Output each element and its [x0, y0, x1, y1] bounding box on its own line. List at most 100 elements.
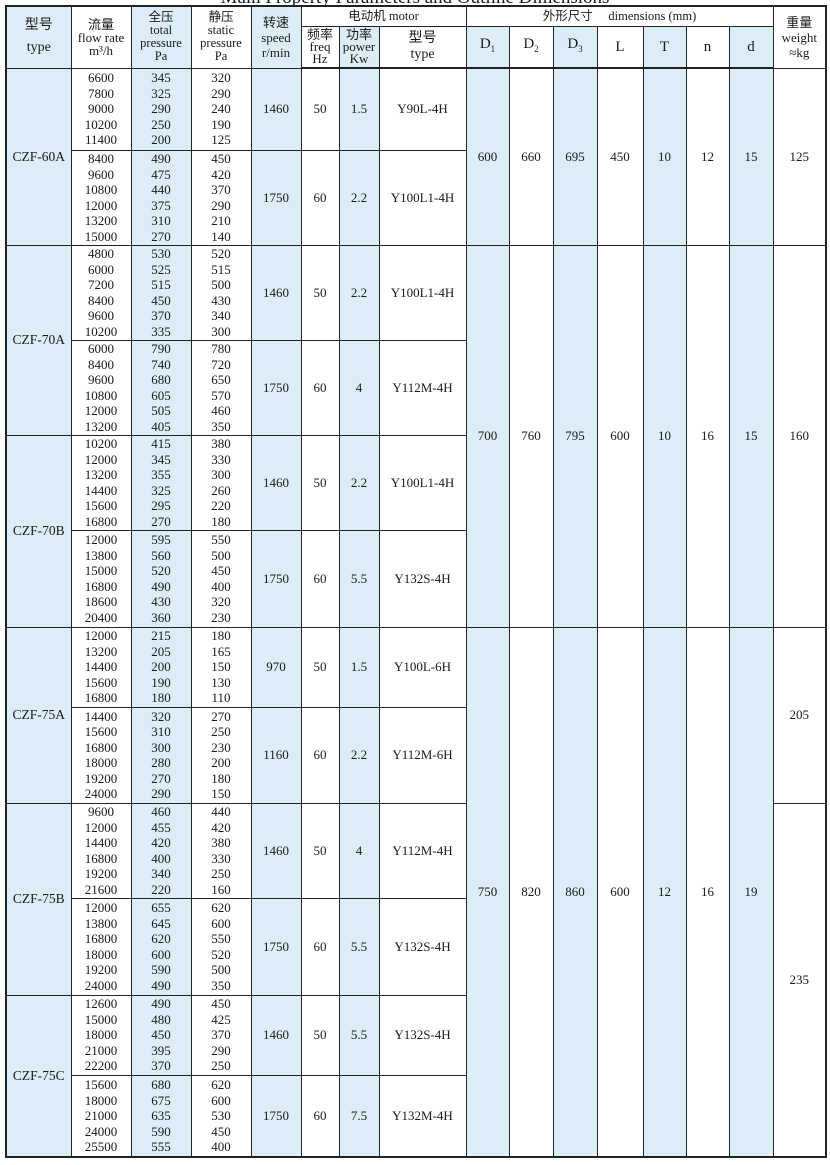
- flow-rate-cell: 6600 7800 9000 10200 11400: [70, 67, 132, 151]
- dimension-l-cell: 600: [596, 626, 644, 1158]
- header-flow-rate: 流量 flow rate m³/h: [70, 5, 132, 69]
- freq-cell: 60: [300, 529, 340, 628]
- table-row: 15600 18000 21000 24000 25500 680 675 635…: [6, 1074, 826, 1158]
- power-cell: 2.2: [338, 244, 380, 341]
- motor-type-cell: Y100L1-4H: [378, 244, 467, 341]
- power-cell: 1.5: [338, 67, 380, 151]
- power-cell: 5.5: [338, 994, 380, 1076]
- dimension-d3-cell: 695: [552, 67, 598, 246]
- dimension-d1-cell: 700: [465, 244, 510, 628]
- total-pressure-cell: 790 740 680 605 505 405: [130, 339, 192, 436]
- static-pressure-cell: 450 425 370 290 250: [190, 994, 252, 1076]
- freq-cell: 50: [300, 244, 340, 341]
- speed-cell: 1460: [250, 994, 302, 1076]
- motor-type-cell: Y100L1-4H: [378, 149, 467, 246]
- motor-type-cell: Y112M-4H: [378, 802, 467, 899]
- flow-rate-cell: 4800 6000 7200 8400 9600 10200: [70, 244, 132, 341]
- dimension-d-cell: 15: [728, 244, 774, 628]
- motor-type-cell: Y132S-4H: [378, 529, 467, 628]
- flow-rate-cell: 14400 15600 16800 18000 19200 24000: [70, 706, 132, 804]
- dimension-n-cell: 12: [685, 67, 730, 246]
- model-type-cell: CZF-75B: [5, 802, 72, 996]
- freq-cell: 60: [300, 149, 340, 246]
- header-motor-type: 型号 type: [378, 25, 467, 69]
- speed-cell: 1460: [250, 244, 302, 341]
- header-d3: D3: [552, 25, 598, 69]
- freq-cell: 50: [300, 434, 340, 531]
- flow-rate-cell: 12600 15000 18000 21000 22200: [70, 994, 132, 1076]
- dimension-n-cell: 16: [685, 626, 730, 1158]
- freq-cell: 50: [300, 994, 340, 1076]
- flow-rate-cell: 6000 8400 9600 10800 12000 13200: [70, 339, 132, 436]
- table-row: CZF-70B 10200 12000 13200 14400 15600 168…: [5, 434, 826, 628]
- flow-rate-cell: 9600 12000 14400 16800 19200 21600: [70, 802, 132, 899]
- table-body: CZF-60A 6600 7800 9000 10200 11400 345 325…: [5, 67, 827, 1158]
- header-d1: D1: [465, 25, 510, 69]
- table-row: 12000 13800 16800 18000 19200 24000 655 6…: [6, 897, 826, 996]
- flow-rate-cell: 12000 13200 14400 15600 16800: [70, 626, 132, 708]
- table-row: CZF-70A 4800 6000 7200 8400 9600 10200 530…: [5, 244, 827, 628]
- total-pressure-cell: 655 645 620 600 590 490: [130, 897, 192, 996]
- dimension-d2-cell: 820: [508, 626, 554, 1158]
- speed-cell: 1460: [250, 67, 302, 151]
- table-row: CZF-75C 12600 15000 18000 21000 22200 490 …: [5, 994, 826, 1158]
- speed-cell: 1750: [250, 1074, 302, 1158]
- power-cell: 7.5: [338, 1074, 380, 1158]
- header-weight: 重量 weight ≈kg: [772, 5, 827, 69]
- power-cell: 5.5: [338, 529, 380, 628]
- table-row: CZF-75A 12000 13200 14400 15600 16800 215 …: [5, 626, 827, 1158]
- header-n: n: [685, 25, 730, 69]
- header-power: 功率 power Kw: [338, 25, 380, 69]
- dimension-l-cell: 450: [596, 67, 644, 246]
- static-pressure-cell: 520 515 500 430 340 300: [190, 244, 252, 341]
- static-pressure-cell: 380 330 300 260 220 180: [190, 434, 252, 531]
- total-pressure-cell: 415 345 355 325 295 270: [130, 434, 192, 531]
- static-pressure-cell: 320 290 240 190 125: [190, 67, 252, 151]
- total-pressure-cell: 460 455 420 400 340 220: [130, 802, 192, 899]
- motor-type-cell: Y112M-4H: [378, 339, 467, 436]
- weight-cell: 235: [772, 802, 827, 1158]
- static-pressure-cell: 780 720 650 570 460 350: [190, 339, 252, 436]
- model-type-cell: CZF-75A: [5, 626, 72, 804]
- motor-type-cell: Y132S-4H: [378, 994, 467, 1076]
- model-type-cell: CZF-70B: [5, 434, 72, 628]
- motor-type-cell: Y112M-6H: [378, 706, 467, 804]
- speed-cell: 1460: [250, 434, 302, 531]
- parameters-table: 型号 type 流量 flow rate m³/h 全压 total press…: [5, 5, 828, 1158]
- header-l: L: [596, 25, 644, 69]
- speed-cell: 1750: [250, 897, 302, 996]
- dimension-d2-cell: 660: [508, 67, 554, 246]
- table-row: 14400 15600 16800 18000 19200 24000 320 3…: [6, 706, 826, 804]
- total-pressure-cell: 490 480 450 395 370: [130, 994, 192, 1076]
- freq-cell: 50: [300, 802, 340, 899]
- total-pressure-cell: 490 475 440 375 310 270: [130, 149, 192, 246]
- document-title: Main Property Parameters and Outline Dim…: [0, 0, 830, 8]
- dimension-t-cell: 12: [642, 626, 687, 1158]
- static-pressure-cell: 620 600 550 520 500 350: [190, 897, 252, 996]
- total-pressure-cell: 345 325 290 250 200: [130, 67, 192, 151]
- header-total-pressure: 全压 total pressure Pa: [130, 5, 192, 69]
- power-cell: 5.5: [338, 897, 380, 996]
- static-pressure-cell: 180 165 150 130 110: [190, 626, 252, 708]
- header-t: T: [642, 25, 687, 69]
- speed-cell: 1160: [250, 706, 302, 804]
- static-pressure-cell: 450 420 370 290 210 140: [190, 149, 252, 246]
- power-cell: 2.2: [338, 434, 380, 531]
- power-cell: 4: [338, 339, 380, 436]
- static-pressure-cell: 270 250 230 200 180 150: [190, 706, 252, 804]
- weight-cell: 160: [772, 244, 827, 628]
- speed-cell: 1460: [250, 802, 302, 899]
- model-type-cell: CZF-60A: [5, 67, 72, 246]
- freq-cell: 60: [300, 1074, 340, 1158]
- dimension-d3-cell: 860: [552, 626, 598, 1158]
- dimension-t-cell: 10: [642, 67, 687, 246]
- flow-rate-cell: 10200 12000 13200 14400 15600 16800: [70, 434, 132, 531]
- flow-rate-cell: 15600 18000 21000 24000 25500: [70, 1074, 132, 1158]
- dimension-d2-cell: 760: [508, 244, 554, 628]
- dimension-l-cell: 600: [596, 244, 644, 628]
- freq-cell: 60: [300, 706, 340, 804]
- total-pressure-cell: 320 310 300 280 270 290: [130, 706, 192, 804]
- total-pressure-cell: 215 205 200 190 180: [130, 626, 192, 708]
- dimension-n-cell: 16: [685, 244, 730, 628]
- freq-cell: 50: [300, 67, 340, 151]
